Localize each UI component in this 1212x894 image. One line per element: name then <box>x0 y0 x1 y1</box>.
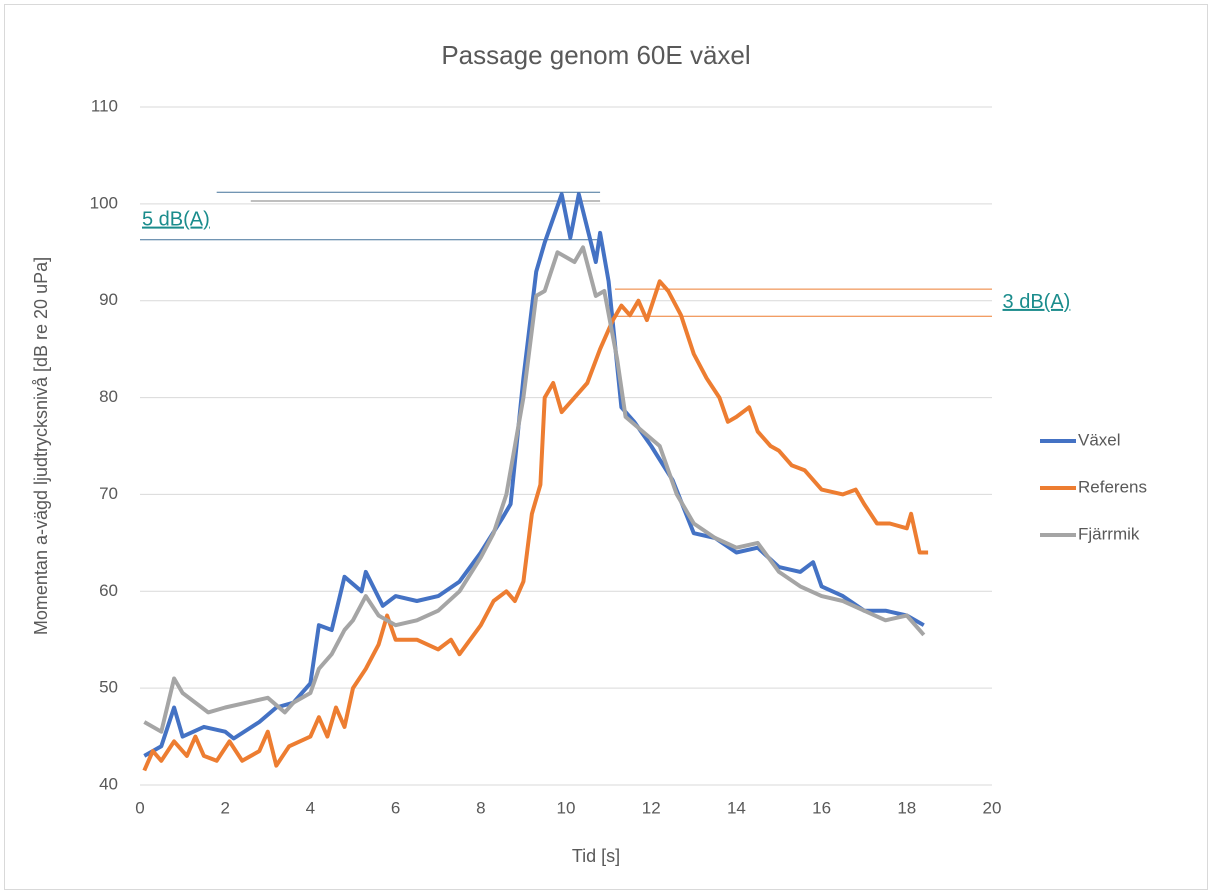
y-tick-label: 100 <box>90 193 118 212</box>
line-series <box>142 279 929 772</box>
x-tick-label: 2 <box>220 798 229 817</box>
y-tick-label: 50 <box>99 678 118 697</box>
legend-label: Referens <box>1078 477 1147 496</box>
annotation: 5 dB(A) <box>142 209 210 231</box>
x-tick-label: 0 <box>135 798 144 817</box>
y-axis-title: Momentan a-vägd ljudtrycksnivå [dB re 20… <box>31 257 51 635</box>
line-series <box>143 245 926 734</box>
x-tick-label: 20 <box>983 798 1002 817</box>
legend-label: Fjärrmik <box>1078 524 1140 543</box>
y-tick-label: 110 <box>91 96 118 115</box>
x-tick-label: 16 <box>812 798 831 817</box>
x-tick-label: 18 <box>897 798 916 817</box>
y-tick-label: 80 <box>99 387 118 406</box>
x-tick-label: 12 <box>642 798 661 817</box>
y-tick-label: 90 <box>99 290 118 309</box>
chart-border <box>4 4 1208 890</box>
chart-title: Passage genom 60E växel <box>441 40 750 70</box>
y-tick-label: 60 <box>99 581 118 600</box>
x-tick-label: 14 <box>727 798 746 817</box>
x-tick-label: 8 <box>476 798 485 817</box>
legend-label: Växel <box>1078 430 1121 449</box>
x-axis-title: Tid [s] <box>572 846 620 866</box>
x-tick-label: 6 <box>391 798 400 817</box>
x-tick-label: 4 <box>306 798 315 817</box>
y-tick-label: 70 <box>99 484 118 503</box>
annotation: 3 dB(A) <box>1003 291 1071 313</box>
y-tick-label: 40 <box>99 774 118 793</box>
x-tick-label: 10 <box>557 798 576 817</box>
